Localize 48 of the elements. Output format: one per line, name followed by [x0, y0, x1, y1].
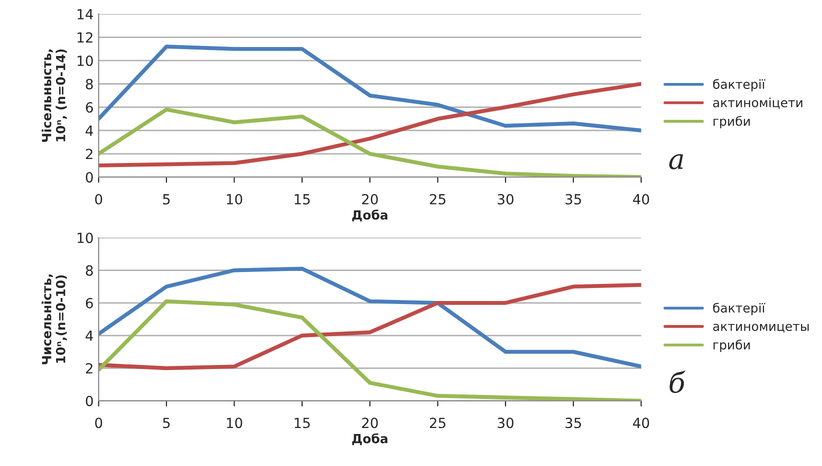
x-tick-label: 35	[566, 194, 581, 204]
y-tick-label: 6	[86, 102, 93, 113]
legend-label: актиноміцети	[713, 98, 802, 109]
x-tick-label: 30	[498, 418, 514, 428]
y-axis-title: Чісельныcть, 10ⁿ, (n=0-14)	[42, 49, 67, 142]
line-series	[98, 266, 642, 368]
y-tick-label: 8	[86, 265, 93, 276]
y-tick-label: 0	[86, 396, 93, 406]
legend-label: бактерії	[713, 302, 766, 316]
x-tick-label: 0	[95, 194, 102, 204]
x-tick-label: 15	[294, 194, 310, 204]
y-tick-label: 10	[78, 232, 93, 244]
x-tick-label: 25	[430, 194, 446, 204]
y-tick-label: 6	[86, 298, 93, 308]
x-tick-label: 10	[226, 194, 242, 204]
x-tick-label: 20	[362, 194, 378, 204]
x-tick-label: 20	[362, 418, 378, 428]
y-tick-label: 2	[86, 148, 92, 160]
y-tick-label: 10	[78, 56, 93, 66]
x-tick-label: 35	[566, 418, 581, 428]
legend-label: актиномицеты	[713, 324, 809, 333]
y-axis-title: Чисельність, 10ⁿ,(n=0-10)	[42, 274, 67, 364]
y-tick-label: 12	[78, 32, 92, 43]
legend-label: бактерії	[713, 79, 766, 92]
line-series	[98, 44, 642, 132]
x-axis-title: Доба	[352, 433, 388, 446]
x-tick-label: 40	[633, 418, 650, 428]
y-tick-label: 0	[86, 172, 93, 183]
y-tick-label: 4	[86, 126, 93, 136]
x-tick-label: 10	[226, 418, 242, 428]
x-axis-title: Доба	[352, 210, 388, 222]
line-series	[98, 82, 642, 168]
x-tick-label: 15	[294, 418, 310, 428]
x-tick-label: 0	[95, 418, 102, 428]
legend-label: гриби	[714, 116, 750, 128]
text: а	[669, 154, 683, 170]
y-tick-label: 2	[86, 363, 92, 374]
legend-label: гриби	[714, 340, 750, 352]
x-tick-label: 5	[163, 418, 170, 428]
y-tick-label: 14	[78, 9, 93, 20]
line-series	[98, 283, 642, 370]
y-tick-label: 8	[86, 78, 93, 90]
x-tick-label: 5	[163, 194, 170, 204]
x-tick-label: 30	[498, 194, 514, 204]
x-tick-label: 40	[633, 194, 650, 204]
y-tick-label: 4	[86, 330, 93, 341]
x-tick-label: 25	[430, 418, 446, 428]
text: б	[670, 370, 686, 393]
